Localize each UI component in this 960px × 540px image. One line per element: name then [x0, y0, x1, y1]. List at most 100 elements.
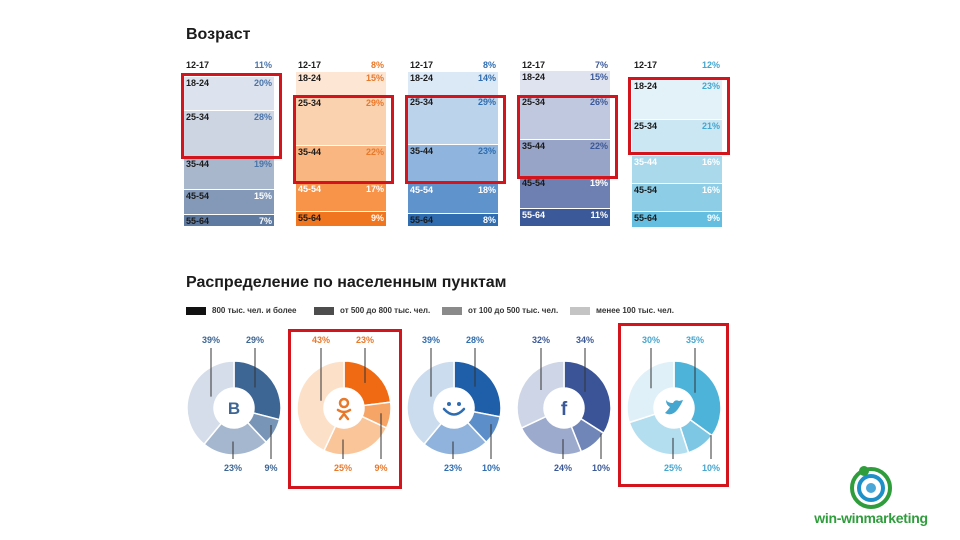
age-segment: 12-17 8% — [296, 59, 386, 72]
age-range-label: 25-34 — [410, 97, 434, 107]
age-segment: 35-44 22% — [296, 146, 386, 183]
age-segment: 35-44 16% — [632, 156, 722, 184]
donut-percent-label: 10% — [592, 463, 610, 473]
age-segment: 35-44 19% — [184, 158, 274, 190]
donut-chart: 35% 10% 25% 30% — [626, 335, 722, 473]
legend-label: 800 тыс. чел. и более — [212, 306, 297, 315]
donut-chart: B 29% 9% 23% 39% — [186, 335, 282, 473]
donut-percent-label: 39% — [202, 335, 220, 345]
age-range-label: 25-34 — [634, 121, 658, 131]
age-percent-label: 22% — [365, 147, 384, 157]
age-range-label: 45-54 — [634, 185, 658, 195]
donut-slice — [186, 360, 235, 446]
age-percent-label: 7% — [258, 216, 272, 226]
age-percent-label: 11% — [254, 60, 272, 70]
age-range-label: 55-64 — [522, 210, 546, 220]
age-range-label: 35-44 — [634, 157, 658, 167]
age-segment: 45-54 18% — [408, 184, 498, 214]
age-segment: 45-54 17% — [296, 183, 386, 212]
age-range-label: 12-17 — [634, 60, 658, 70]
age-range-label: 12-17 — [522, 60, 546, 70]
age-percent-label: 8% — [482, 215, 496, 225]
age-percent-label: 15% — [253, 191, 272, 201]
donut-percent-label: 32% — [532, 335, 550, 345]
donut-slice — [673, 360, 722, 437]
age-percent-label: 29% — [477, 97, 496, 107]
age-range-label: 12-17 — [186, 60, 210, 70]
donut-chart: 23% 9% 25% 43% — [296, 335, 392, 473]
age-percent-label: 19% — [253, 159, 272, 169]
age-percent-label: 26% — [589, 97, 608, 107]
age-range-label: 12-17 — [410, 60, 434, 70]
donut-percent-label: 23% — [444, 463, 462, 473]
age-percent-label: 15% — [365, 73, 384, 83]
logo-text: win-winmarketing — [814, 510, 928, 526]
age-range-label: 35-44 — [298, 147, 322, 157]
age-percent-label: 23% — [477, 146, 496, 156]
facebook-icon: f — [561, 399, 568, 420]
legend-swatch — [186, 307, 206, 315]
donut-percent-label: 23% — [356, 335, 374, 345]
legend-swatch — [570, 307, 590, 315]
twitter-icon — [665, 400, 683, 415]
donut-chart: f 34% 10% 24% 32% — [516, 335, 612, 473]
age-percent-label: 19% — [589, 178, 608, 188]
age-segment: 12-17 11% — [184, 59, 274, 77]
age-range-label: 25-34 — [522, 97, 546, 107]
legend-swatch — [314, 307, 334, 315]
age-segment: 35-44 22% — [520, 140, 610, 177]
vk-icon: B — [228, 399, 240, 418]
donut-percent-label: 35% — [686, 335, 704, 345]
age-percent-label: 16% — [701, 185, 720, 195]
age-range-label: 25-34 — [298, 98, 322, 108]
age-percent-label: 11% — [590, 210, 608, 220]
donut-percent-label: 29% — [246, 335, 264, 345]
donut-slice — [563, 360, 612, 435]
age-segment: 25-34 28% — [184, 111, 274, 158]
age-percent-label: 22% — [589, 141, 608, 151]
donut-percent-label: 30% — [642, 335, 660, 345]
odnoklassniki-icon — [336, 397, 352, 421]
age-percent-label: 16% — [701, 157, 720, 167]
donut-slice — [453, 360, 502, 418]
legend-label: от 100 до 500 тыс. чел. — [468, 306, 559, 315]
highlight-box-fb — [517, 95, 618, 179]
win-win-logo: win-winmarketing — [806, 466, 936, 530]
moimir-icon — [442, 402, 466, 416]
age-range-label: 18-24 — [410, 73, 434, 83]
age-column-mm: 12-17 8% 18-24 14% 25-34 29% 35-44 23% 45-54 18% 5… — [408, 59, 498, 227]
age-range-label: 45-54 — [522, 178, 546, 188]
age-percent-label: 12% — [701, 60, 720, 70]
legend-label: от 500 до 800 тыс. чел. — [340, 306, 431, 315]
age-segment: 18-24 23% — [632, 80, 722, 120]
legend-label: менее 100 тыс. чел. — [596, 306, 674, 315]
svg-text:B: B — [228, 399, 240, 418]
donut-percent-label: 43% — [312, 335, 330, 345]
age-segment: 55-64 7% — [184, 215, 274, 227]
logo-circle-icon — [850, 466, 892, 509]
donut-percent-label: 10% — [702, 463, 720, 473]
age-segment: 12-17 7% — [520, 59, 610, 71]
donut-percent-label: 9% — [374, 463, 387, 473]
age-segment: 45-54 16% — [632, 184, 722, 212]
age-percent-label: 8% — [482, 60, 496, 70]
age-range-label: 55-64 — [634, 213, 658, 223]
svg-text:f: f — [561, 399, 568, 420]
age-range-label: 18-24 — [634, 81, 658, 91]
age-range-label: 18-24 — [298, 73, 322, 83]
highlight-box-vk — [181, 73, 282, 159]
age-range-label: 35-44 — [410, 146, 434, 156]
donut-slice — [626, 360, 675, 424]
age-percent-label: 23% — [701, 81, 720, 91]
donut-percent-label: 34% — [576, 335, 594, 345]
age-range-label: 25-34 — [186, 112, 210, 122]
donut-percent-label: 25% — [664, 463, 682, 473]
age-percent-label: 20% — [253, 78, 272, 88]
age-segment: 25-34 21% — [632, 120, 722, 156]
highlight-box-tw — [628, 77, 730, 155]
distribution-section-title: Распределение по населенным пунктам — [186, 274, 507, 291]
age-segment: 55-64 11% — [520, 209, 610, 227]
donut-percent-label: 28% — [466, 335, 484, 345]
age-range-label: 18-24 — [186, 78, 210, 88]
